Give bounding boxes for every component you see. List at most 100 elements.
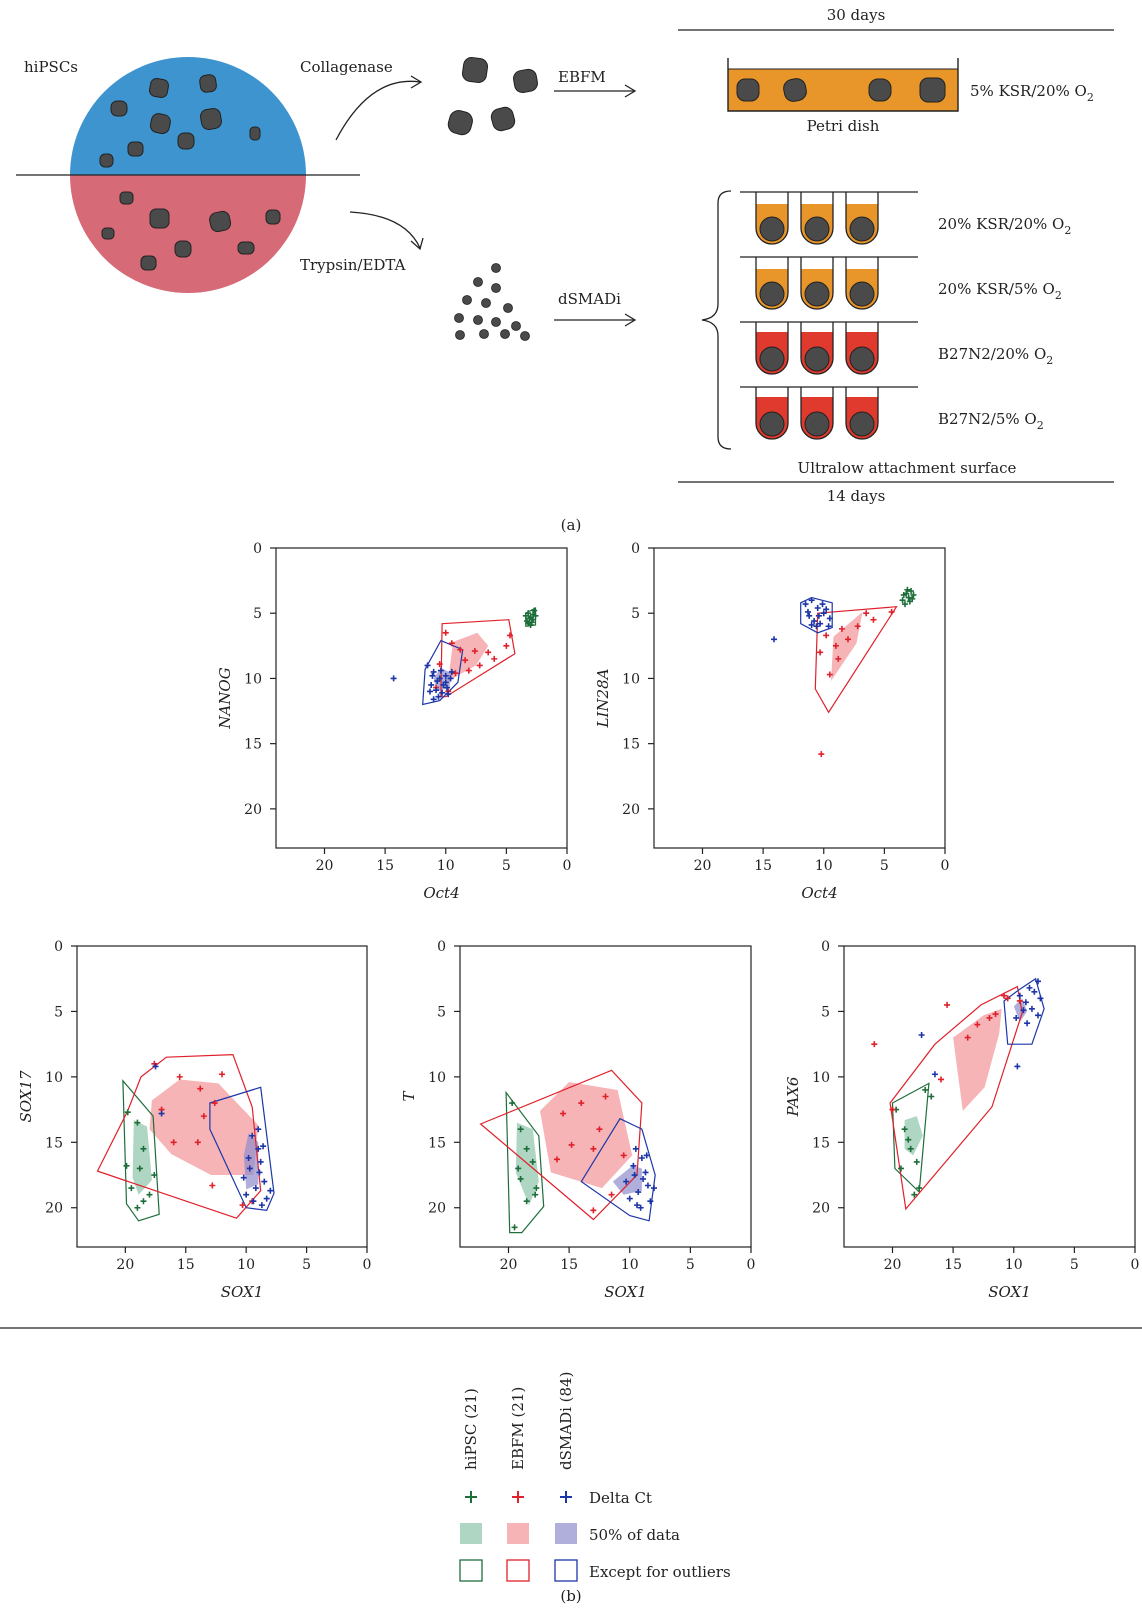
point-hipsc [515,1165,522,1172]
conditions-brace [701,190,732,450]
point-dsmadi [246,1165,253,1172]
dsmadi-label: dSMADi [558,290,621,308]
point-dsmadi [802,601,809,608]
x-tick-label: 10 [1005,1257,1023,1273]
y-tick-label: 15 [812,1135,830,1151]
point-ebfm [854,623,861,630]
tube [800,257,834,310]
point-dsmadi [442,672,449,679]
point-ebfm [471,648,478,655]
point-dsmadi [445,691,452,698]
y-tick-label: 0 [253,541,262,557]
point-dsmadi [260,1143,267,1150]
point-hipsc [911,1191,918,1198]
point-ebfm [863,610,870,617]
point-hipsc [146,1191,153,1198]
point-ebfm [938,1076,944,1083]
point-ebfm [219,1071,225,1078]
legend-row-50pct: 50% of data [589,1526,680,1544]
hull-dsmadi [800,596,833,634]
point-dsmadi [640,1175,647,1182]
condition-label: 20% KSR/20% O2 [938,215,1071,237]
hull-ebfm [814,606,898,714]
point-dsmadi [634,1202,641,1209]
point-dsmadi [1028,1005,1035,1012]
point-dsmadi [814,605,821,611]
point-dsmadi [820,610,827,617]
y-axis-label: LIN28A [594,668,612,728]
point-hipsc [532,612,539,619]
plot-frame [275,547,568,849]
point-dsmadi [819,601,826,608]
colonies-bottom [101,191,281,271]
legend-marker-dsmadi [560,1491,572,1503]
point-dsmadi [263,1195,270,1202]
panel-a: hiPSCs Collagenase Trypsin/EDTA EBFM dSM… [16,6,1114,534]
x-tick-label: 0 [1131,1257,1140,1273]
point-dsmadi [428,681,435,688]
point-ebfm [986,1014,993,1021]
point-ebfm [554,1156,560,1163]
x-tick-label: 20 [116,1257,134,1273]
hipsc-label: hiPSCs [24,58,78,76]
tube [800,192,834,245]
y-tick-label: 15 [428,1135,446,1151]
legend-shade-ebfm [507,1523,529,1544]
point-dsmadi [918,1031,925,1038]
point-dsmadi [638,1155,645,1162]
point-ebfm [608,1191,615,1198]
point-dsmadi [152,1063,159,1070]
plot-frame [653,547,946,849]
point-ebfm [436,661,443,668]
point-dsmadi [256,1169,263,1176]
point-dsmadi [642,1169,649,1176]
x-tick-label: 5 [502,858,511,874]
y-tick-label: 5 [253,606,262,622]
point-hipsc [533,1185,540,1192]
point-ebfm [602,1093,609,1100]
y-tick-label: 15 [622,737,640,753]
point-dsmadi [1035,978,1041,985]
point-ebfm [211,1100,218,1107]
point-ebfm [170,1139,177,1146]
point-dsmadi [245,1155,252,1162]
point-hipsc [134,1204,141,1211]
x-tick-label: 10 [621,1257,639,1273]
y-axis-label: SOX17 [17,1070,35,1123]
x-tick-label: 15 [944,1257,962,1273]
tube [755,322,789,375]
point-hipsc [140,1198,147,1205]
point-dsmadi [626,1195,633,1202]
point-dsmadi [390,675,397,682]
point-dsmadi [447,675,454,682]
tube [800,322,834,375]
point-dsmadi [430,668,437,675]
point-ebfm [578,1100,585,1107]
point-ebfm [462,657,469,664]
point-dsmadi [1013,1014,1020,1021]
core-hipsc [132,1120,152,1195]
point-ebfm [838,625,845,632]
tube-row: B27N2/20% O2 [740,321,1053,375]
point-hipsc [901,1126,908,1133]
legend-group-dsmadi: dSMADi (84) [557,1372,575,1470]
point-dsmadi [813,623,820,630]
point-hipsc [905,594,912,601]
point-ebfm [826,671,833,678]
point-hipsc [531,607,538,614]
point-dsmadi [257,1158,264,1165]
point-dsmadi [804,608,811,615]
point-hipsc [140,1145,147,1152]
point-hipsc [909,595,916,602]
tube-row: 20% KSR/5% O2 [740,256,1062,310]
x-tick-label: 20 [316,858,334,874]
legend-shade-dsmadi [555,1523,577,1544]
x-tick-label: 15 [177,1257,195,1273]
x-tick-label: 15 [754,858,772,874]
x-tick-label: 0 [363,1257,372,1273]
point-dsmadi [1014,1063,1021,1070]
y-tick-label: 20 [622,802,640,818]
core-hipsc [904,1116,923,1156]
point-dsmadi [637,1204,644,1211]
petri-dish [727,58,959,112]
